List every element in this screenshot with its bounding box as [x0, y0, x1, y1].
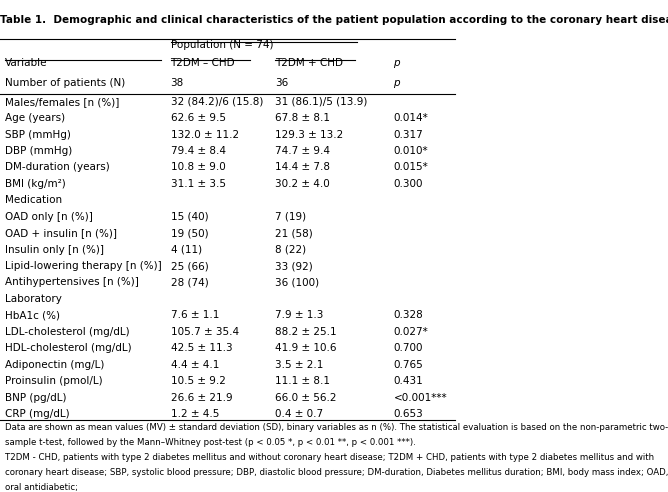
Text: BNP (pg/dL): BNP (pg/dL) — [5, 393, 66, 402]
Text: p: p — [393, 78, 400, 88]
Text: 28 (74): 28 (74) — [170, 277, 208, 287]
Text: Laboratory: Laboratory — [5, 294, 61, 304]
Text: OAD + insulin [n (%)]: OAD + insulin [n (%)] — [5, 228, 116, 238]
Text: 0.014*: 0.014* — [393, 113, 428, 123]
Text: 38: 38 — [170, 78, 184, 88]
Text: 105.7 ± 35.4: 105.7 ± 35.4 — [170, 327, 238, 337]
Text: 26.6 ± 21.9: 26.6 ± 21.9 — [170, 393, 232, 402]
Text: Medication: Medication — [5, 195, 61, 205]
Text: Proinsulin (pmol/L): Proinsulin (pmol/L) — [5, 376, 102, 386]
Text: T2DM - CHD, patients with type 2 diabetes mellitus and without coronary heart di: T2DM - CHD, patients with type 2 diabete… — [5, 453, 654, 462]
Text: 4.4 ± 4.1: 4.4 ± 4.1 — [170, 360, 219, 369]
Text: 19 (50): 19 (50) — [170, 228, 208, 238]
Text: Data are shown as mean values (MV) ± standard deviation (SD), binary variables a: Data are shown as mean values (MV) ± sta… — [5, 423, 668, 432]
Text: 7.6 ± 1.1: 7.6 ± 1.1 — [170, 310, 219, 320]
Text: 32 (84.2)/6 (15.8): 32 (84.2)/6 (15.8) — [170, 97, 263, 107]
Text: 8 (22): 8 (22) — [275, 245, 307, 254]
Text: 1.2 ± 4.5: 1.2 ± 4.5 — [170, 409, 219, 419]
Text: Population (N = 74): Population (N = 74) — [170, 40, 273, 50]
Text: Antihypertensives [n (%)]: Antihypertensives [n (%)] — [5, 277, 138, 287]
Text: 129.3 ± 13.2: 129.3 ± 13.2 — [275, 129, 343, 140]
Text: 11.1 ± 8.1: 11.1 ± 8.1 — [275, 376, 330, 386]
Text: 31 (86.1)/5 (13.9): 31 (86.1)/5 (13.9) — [275, 97, 367, 107]
Text: DBP (mmHg): DBP (mmHg) — [5, 146, 71, 156]
Text: 36 (100): 36 (100) — [275, 277, 319, 287]
Text: 88.2 ± 25.1: 88.2 ± 25.1 — [275, 327, 337, 337]
Text: 10.8 ± 9.0: 10.8 ± 9.0 — [170, 162, 225, 172]
Text: T2DM – CHD: T2DM – CHD — [170, 58, 235, 68]
Text: LDL-cholesterol (mg/dL): LDL-cholesterol (mg/dL) — [5, 327, 129, 337]
Text: 10.5 ± 9.2: 10.5 ± 9.2 — [170, 376, 225, 386]
Text: 42.5 ± 11.3: 42.5 ± 11.3 — [170, 343, 232, 353]
Text: CRP (mg/dL): CRP (mg/dL) — [5, 409, 69, 419]
Text: 31.1 ± 3.5: 31.1 ± 3.5 — [170, 179, 226, 189]
Text: 21 (58): 21 (58) — [275, 228, 313, 238]
Text: 36: 36 — [275, 78, 289, 88]
Text: sample t-test, followed by the Mann–Whitney post-test (p < 0.05 *, p < 0.01 **, : sample t-test, followed by the Mann–Whit… — [5, 438, 415, 447]
Text: 66.0 ± 56.2: 66.0 ± 56.2 — [275, 393, 337, 402]
Text: 0.010*: 0.010* — [393, 146, 428, 156]
Text: 25 (66): 25 (66) — [170, 261, 208, 271]
Text: Number of patients (N): Number of patients (N) — [5, 78, 125, 88]
Text: 0.700: 0.700 — [393, 343, 423, 353]
Text: 0.027*: 0.027* — [393, 327, 428, 337]
Text: 67.8 ± 8.1: 67.8 ± 8.1 — [275, 113, 330, 123]
Text: BMI (kg/m²): BMI (kg/m²) — [5, 179, 65, 189]
Text: 3.5 ± 2.1: 3.5 ± 2.1 — [275, 360, 323, 369]
Text: SBP (mmHg): SBP (mmHg) — [5, 129, 70, 140]
Text: 79.4 ± 8.4: 79.4 ± 8.4 — [170, 146, 226, 156]
Text: Age (years): Age (years) — [5, 113, 65, 123]
Text: 7 (19): 7 (19) — [275, 212, 307, 222]
Text: Variable: Variable — [5, 58, 47, 68]
Text: Males/females [n (%)]: Males/females [n (%)] — [5, 97, 119, 107]
Text: HDL-cholesterol (mg/dL): HDL-cholesterol (mg/dL) — [5, 343, 131, 353]
Text: OAD only [n (%)]: OAD only [n (%)] — [5, 212, 92, 222]
Text: 0.317: 0.317 — [393, 129, 423, 140]
Text: T2DM + CHD: T2DM + CHD — [275, 58, 343, 68]
Text: 4 (11): 4 (11) — [170, 245, 202, 254]
Text: <0.001***: <0.001*** — [393, 393, 447, 402]
Text: p: p — [393, 58, 400, 68]
Text: 0.4 ± 0.7: 0.4 ± 0.7 — [275, 409, 323, 419]
Text: coronary heart disease; SBP, systolic blood pressure; DBP, diastolic blood press: coronary heart disease; SBP, systolic bl… — [5, 468, 668, 477]
Text: 0.328: 0.328 — [393, 310, 423, 320]
Text: 0.015*: 0.015* — [393, 162, 428, 172]
Text: Table 1.  Demographic and clinical characteristics of the patient population acc: Table 1. Demographic and clinical charac… — [0, 15, 668, 26]
Text: oral antidiabetic;: oral antidiabetic; — [5, 483, 77, 492]
Text: Insulin only [n (%)]: Insulin only [n (%)] — [5, 245, 104, 254]
Text: 30.2 ± 4.0: 30.2 ± 4.0 — [275, 179, 330, 189]
Text: 62.6 ± 9.5: 62.6 ± 9.5 — [170, 113, 226, 123]
Text: 0.765: 0.765 — [393, 360, 423, 369]
Text: 0.431: 0.431 — [393, 376, 423, 386]
Text: 74.7 ± 9.4: 74.7 ± 9.4 — [275, 146, 330, 156]
Text: 14.4 ± 7.8: 14.4 ± 7.8 — [275, 162, 330, 172]
Text: DM-duration (years): DM-duration (years) — [5, 162, 110, 172]
Text: 0.300: 0.300 — [393, 179, 423, 189]
Text: 41.9 ± 10.6: 41.9 ± 10.6 — [275, 343, 337, 353]
Text: 33 (92): 33 (92) — [275, 261, 313, 271]
Text: 15 (40): 15 (40) — [170, 212, 208, 222]
Text: 0.653: 0.653 — [393, 409, 423, 419]
Text: HbA1c (%): HbA1c (%) — [5, 310, 59, 320]
Text: Lipid-lowering therapy [n (%)]: Lipid-lowering therapy [n (%)] — [5, 261, 161, 271]
Text: 132.0 ± 11.2: 132.0 ± 11.2 — [170, 129, 238, 140]
Text: Adiponectin (mg/L): Adiponectin (mg/L) — [5, 360, 104, 369]
Text: 7.9 ± 1.3: 7.9 ± 1.3 — [275, 310, 323, 320]
